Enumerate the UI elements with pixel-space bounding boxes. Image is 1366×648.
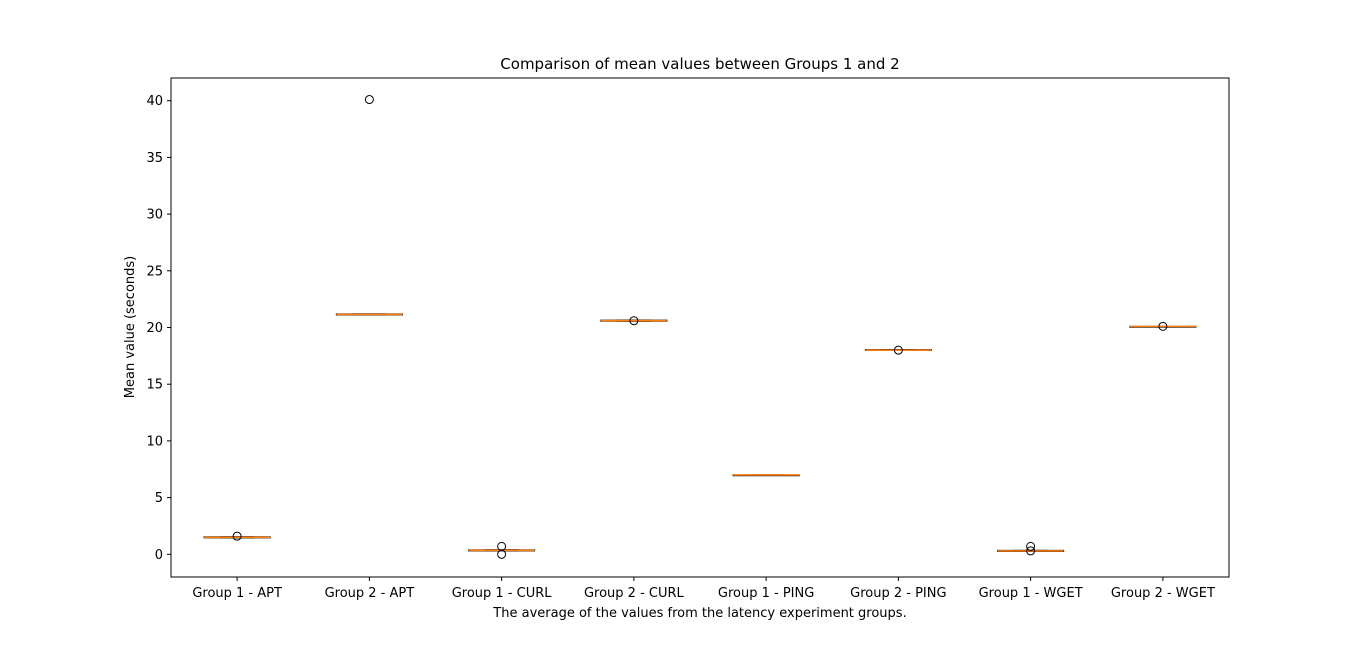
x-tick-label: Group 1 - WGET — [979, 586, 1083, 601]
y-tick-label: 5 — [155, 491, 163, 506]
outlier-point — [629, 316, 639, 326]
y-tick-label: 10 — [146, 434, 163, 449]
x-tick-label: Group 2 - PING — [850, 586, 946, 601]
plot-area: 0 5 10 15 20 25 30 35 40 Group 1 - APT Group 2 - A… — [146, 77, 1230, 601]
y-tick-label: 15 — [146, 378, 163, 393]
outlier-point — [364, 95, 374, 105]
x-axis-label: The average of the values from the laten… — [492, 606, 906, 621]
x-tick-label: Group 1 - APT — [192, 586, 282, 601]
x-tick-label: Group 2 - CURL — [584, 586, 685, 601]
x-tick-label: Group 2 - WGET — [1111, 586, 1215, 601]
y-axis-label: Mean value (seconds) — [123, 256, 138, 398]
outlier-point — [893, 345, 903, 355]
y-tick-label: 40 — [146, 94, 163, 109]
y-tick-label: 35 — [146, 151, 163, 166]
y-tick-label: 20 — [146, 321, 163, 336]
outlier-point — [497, 549, 507, 559]
outlier-point — [1158, 321, 1168, 331]
outlier-point — [1026, 541, 1036, 551]
outlier-point — [1026, 546, 1036, 556]
chart-title: Comparison of mean values between Groups… — [500, 55, 899, 73]
y-tick-label: 30 — [146, 208, 163, 223]
x-tick-label: Group 1 - CURL — [452, 586, 553, 601]
x-tick-label: Group 2 - APT — [325, 586, 415, 601]
x-tick-label: Group 1 - PING — [718, 586, 814, 601]
outlier-point — [232, 531, 242, 541]
y-tick-label: 0 — [155, 548, 163, 563]
y-tick-label: 25 — [146, 264, 163, 279]
